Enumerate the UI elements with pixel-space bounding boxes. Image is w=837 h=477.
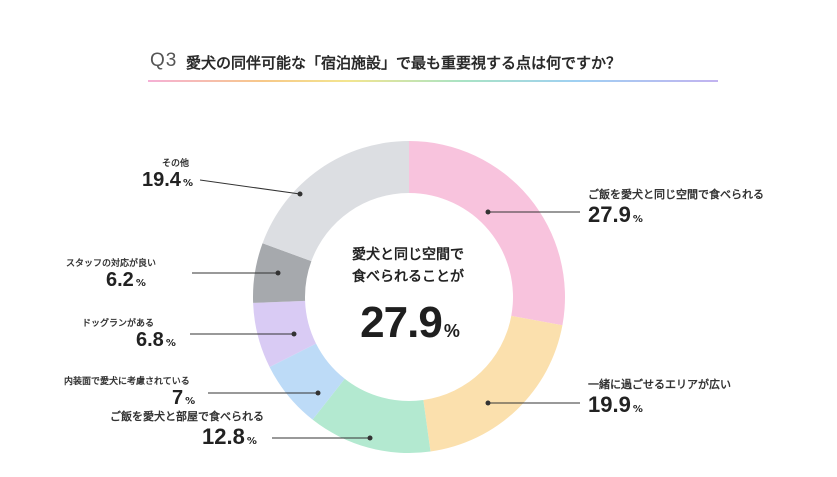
donut-slice [409, 141, 566, 326]
slice-label-name: ドッグランがある [82, 319, 155, 329]
slice-label-wide-area: 一緒に過ごせるエリアが広い 19.9% [588, 376, 731, 418]
slice-label-unit: % [632, 404, 643, 415]
slice-label-unit: % [632, 214, 643, 225]
center-value: 27.9% [330, 298, 490, 348]
center-value-number: 27.9 [360, 298, 443, 347]
leader-dot [485, 400, 491, 406]
donut-slice [269, 343, 345, 420]
slice-label-in-room: ご飯を愛犬と部屋で食べられる 12.8% [110, 408, 264, 450]
slice-label-unit: % [165, 338, 176, 349]
leader-dot [485, 209, 491, 215]
slice-label-name: ご飯を愛犬と部屋で食べられる [110, 410, 264, 423]
slice-label-unit: % [185, 396, 196, 407]
center-caption-line2: 食べられることが [352, 269, 464, 285]
leader-line [199, 179, 301, 195]
center-value-unit: % [443, 321, 460, 341]
slice-label-value: 12.8 [202, 424, 245, 449]
slice-label-value: 19.9 [588, 392, 631, 417]
donut-slice [312, 378, 431, 454]
donut-slice [423, 315, 563, 452]
slice-label-value: 7 [172, 387, 184, 409]
leader-dot [367, 435, 373, 441]
slice-label-value: 6.8 [136, 329, 164, 351]
slice-label-other: その他 19.4% [142, 156, 193, 192]
slice-label-value: 6.2 [106, 269, 134, 291]
slice-label-name: その他 [162, 159, 190, 169]
slice-label-unit: % [182, 178, 193, 189]
leader-dot [275, 270, 281, 276]
slice-label-interior: 内装面で愛犬に考慮されている 7% [64, 374, 195, 410]
slice-label-name: 一緒に過ごせるエリアが広い [588, 378, 731, 391]
slice-label-name: ご飯を愛犬と同じ空間で食べられる [588, 188, 764, 201]
leader-dot [315, 390, 321, 396]
slice-label-name: スタッフの対応が良い [66, 259, 157, 269]
slice-label-unit: % [246, 436, 257, 447]
question-number: Q3 [150, 50, 178, 71]
center-caption-line1: 愛犬と同じ空間で [352, 247, 464, 263]
question-title: 愛犬の同伴可能な「宿泊施設」で最も重要視する点は何ですか？ [186, 54, 622, 72]
leader-dot [297, 191, 303, 197]
slice-label-value: 27.9 [588, 202, 631, 227]
center-caption: 愛犬と同じ空間で 食べられることが [328, 244, 488, 288]
slice-label-staff: スタッフの対応が良い 6.2% [66, 256, 156, 292]
slice-label-value: 19.4 [142, 169, 181, 191]
question-header: Q3 愛犬の同伴可能な「宿泊施設」で最も重要視する点は何ですか？ [150, 50, 720, 82]
slice-label-unit: % [135, 278, 146, 289]
donut-slice [252, 243, 312, 303]
slice-label-dog-run: ドッグランがある 6.8% [82, 316, 176, 352]
leader-dot [291, 331, 297, 337]
gradient-rule [148, 80, 718, 82]
donut-slice [262, 141, 409, 262]
slice-label-name: 内装面で愛犬に考慮されている [64, 377, 190, 387]
slice-label-same-space: ご飯を愛犬と同じ空間で食べられる 27.9% [588, 186, 764, 228]
